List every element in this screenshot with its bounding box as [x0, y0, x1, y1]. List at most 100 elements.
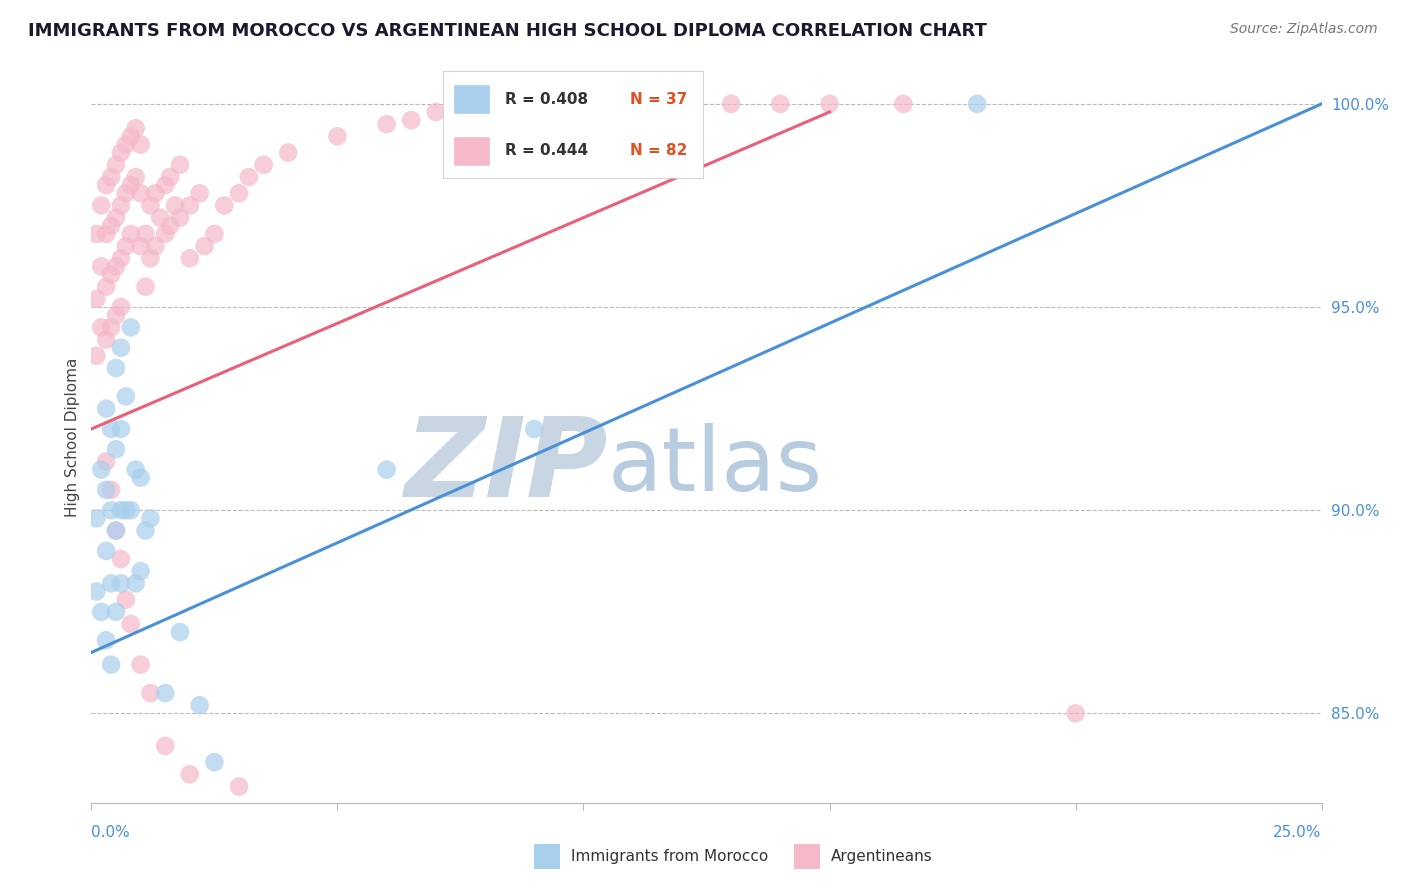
Text: Immigrants from Morocco: Immigrants from Morocco — [571, 849, 768, 863]
Point — [139, 198, 162, 212]
Point — [139, 511, 162, 525]
Point — [212, 198, 235, 212]
Point — [238, 169, 260, 184]
Point — [202, 755, 225, 769]
Point — [159, 219, 181, 233]
Point — [105, 524, 127, 538]
Point — [120, 129, 142, 144]
Point — [228, 780, 250, 794]
Point — [105, 524, 127, 538]
Point — [135, 279, 156, 293]
Text: Argentineans: Argentineans — [831, 849, 932, 863]
Text: atlas: atlas — [607, 423, 824, 510]
Point — [188, 186, 211, 201]
Point — [124, 169, 146, 184]
Point — [124, 576, 146, 591]
Point — [96, 279, 117, 293]
Point — [169, 211, 191, 225]
Point — [163, 198, 186, 212]
Point — [86, 511, 108, 525]
Point — [375, 462, 398, 476]
Point — [114, 239, 138, 253]
Point — [129, 471, 152, 485]
Point — [110, 576, 132, 591]
Point — [110, 503, 132, 517]
Point — [96, 227, 117, 241]
Text: R = 0.408: R = 0.408 — [505, 92, 589, 107]
Point — [139, 252, 162, 266]
Point — [96, 454, 117, 468]
Point — [966, 96, 988, 111]
Point — [96, 178, 117, 193]
Point — [169, 158, 191, 172]
Point — [188, 698, 211, 713]
Point — [105, 260, 127, 274]
Point — [105, 308, 127, 322]
Point — [96, 401, 117, 416]
Point — [621, 96, 644, 111]
Point — [120, 227, 142, 241]
Point — [153, 686, 177, 700]
Point — [90, 462, 112, 476]
Point — [110, 145, 132, 160]
Point — [139, 686, 162, 700]
Point — [129, 186, 152, 201]
Point — [100, 422, 122, 436]
Point — [135, 524, 156, 538]
Point — [105, 442, 127, 457]
Point — [720, 96, 742, 111]
Point — [90, 260, 112, 274]
Point — [110, 422, 132, 436]
Point — [193, 239, 217, 253]
Point — [129, 564, 152, 578]
Point — [671, 96, 693, 111]
Point — [253, 158, 276, 172]
Point — [110, 341, 132, 355]
Point — [425, 105, 447, 120]
Point — [572, 96, 595, 111]
Point — [114, 389, 138, 403]
Point — [523, 422, 546, 436]
Point — [124, 121, 146, 136]
Point — [129, 137, 152, 152]
Point — [105, 605, 127, 619]
Point — [124, 462, 146, 476]
Point — [86, 349, 108, 363]
Bar — [453, 84, 489, 114]
Point — [179, 252, 201, 266]
Point — [153, 178, 177, 193]
Point — [86, 292, 108, 306]
Point — [100, 169, 122, 184]
Point — [114, 186, 138, 201]
Text: Source: ZipAtlas.com: Source: ZipAtlas.com — [1230, 22, 1378, 37]
Point — [100, 219, 122, 233]
Point — [1064, 706, 1087, 721]
Point — [90, 605, 112, 619]
Text: N = 37: N = 37 — [630, 92, 688, 107]
Point — [523, 96, 546, 111]
Point — [169, 625, 191, 640]
Text: R = 0.444: R = 0.444 — [505, 143, 589, 158]
Point — [90, 198, 112, 212]
Point — [120, 320, 142, 334]
Point — [129, 657, 152, 672]
Point — [145, 239, 166, 253]
Point — [399, 113, 422, 128]
Point — [474, 101, 496, 115]
Point — [145, 186, 166, 201]
Point — [153, 227, 177, 241]
Point — [769, 96, 792, 111]
Point — [96, 633, 117, 648]
Point — [120, 178, 142, 193]
Point — [110, 198, 132, 212]
Bar — [453, 136, 489, 166]
Point — [100, 503, 122, 517]
Point — [120, 617, 142, 632]
Point — [277, 145, 299, 160]
Text: N = 82: N = 82 — [630, 143, 688, 158]
Point — [86, 584, 108, 599]
Point — [179, 767, 201, 781]
Text: ZIP: ZIP — [405, 413, 607, 520]
Point — [114, 503, 138, 517]
Point — [114, 137, 138, 152]
